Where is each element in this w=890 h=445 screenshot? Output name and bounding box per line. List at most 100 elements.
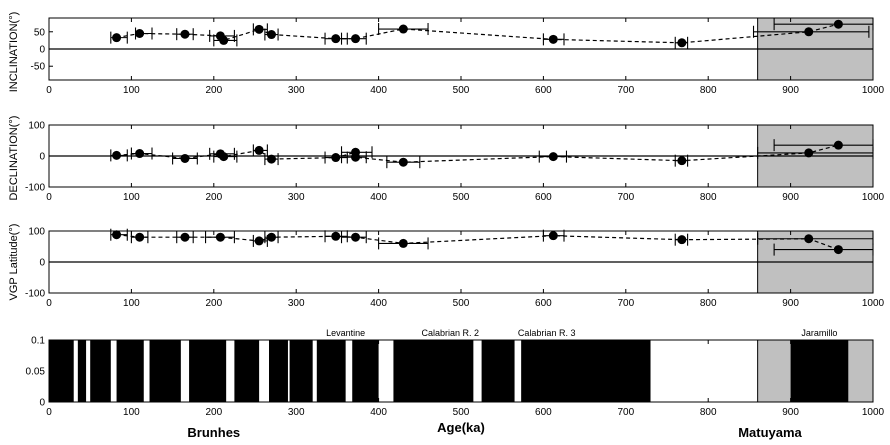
series-line (116, 23, 839, 44)
x-tick-label: 900 (782, 192, 799, 203)
y-tick-label: 0 (39, 258, 45, 269)
data-point (548, 231, 558, 241)
data-point (135, 29, 145, 38)
data-point (677, 156, 687, 166)
x-tick-label: 200 (205, 407, 222, 418)
polarity-bar (234, 340, 260, 402)
polarity-bar (790, 340, 849, 402)
data-point (804, 27, 814, 37)
y-tick-label: 50 (34, 27, 46, 38)
data-point (266, 30, 276, 40)
x-tick-label: 600 (535, 192, 552, 203)
y-tick-label: 0.05 (26, 367, 46, 378)
data-point (215, 232, 225, 242)
x-tick-label: 300 (288, 85, 305, 96)
data-point (548, 34, 558, 44)
x-tick-label: 800 (700, 298, 717, 309)
polarity-bar (189, 340, 227, 402)
panel-2: 100 200 300 400 500 600 700 800 900 10000-1000100… (8, 116, 885, 203)
segment-annotation: Calabrian R. 3 (518, 328, 576, 338)
polarity-bar (316, 340, 346, 402)
x-tick-label: 700 (617, 85, 634, 96)
data-point (254, 236, 264, 246)
data-point (266, 154, 276, 164)
data-point (833, 245, 843, 255)
data-point (135, 149, 145, 159)
polarity-bar (116, 340, 144, 402)
x-tick-label: 400 (370, 407, 387, 418)
data-point (254, 24, 264, 34)
x-tick-label: 0 (46, 407, 52, 418)
data-point (398, 238, 408, 248)
data-point (548, 152, 558, 162)
x-tick-label: 1000 (862, 85, 885, 96)
x-tick-label: 1000 (862, 192, 885, 203)
data-point (351, 232, 361, 242)
x-tick-label: 1000 (862, 298, 885, 309)
x-tick-label: 700 (617, 298, 634, 309)
data-point (331, 231, 341, 241)
x-tick-label: 500 (453, 407, 470, 418)
data-point (833, 140, 843, 150)
x-tick-label: 200 (205, 192, 222, 203)
polarity-bar (393, 340, 474, 402)
polarity-bar (352, 340, 379, 402)
data-point (254, 145, 264, 155)
data-point (804, 234, 814, 244)
x-tick-label: 300 (288, 407, 305, 418)
panel-3: 100 200 300 400 500 600 700 800 900 10000-1000100… (8, 224, 885, 309)
data-point (180, 153, 190, 163)
x-tick-label: 600 (535, 407, 552, 418)
data-point (398, 157, 408, 167)
x-tick-label: 600 (535, 85, 552, 96)
x-tick-label: 500 (453, 85, 470, 96)
data-point (219, 35, 229, 45)
y-tick-label: -100 (25, 183, 45, 194)
data-point (331, 153, 341, 163)
x-tick-label: 100 (123, 85, 140, 96)
x-tick-label: 300 (288, 298, 305, 309)
y-tick-label: 100 (28, 227, 45, 238)
y-tick-label: 0 (39, 45, 45, 56)
x-tick-label: 1000 (862, 407, 885, 418)
x-tick-label: 200 (205, 298, 222, 309)
x-tick-label: 800 (700, 192, 717, 203)
data-point (266, 232, 276, 242)
polarity-bar (90, 340, 111, 402)
x-tick-label: 800 (700, 407, 717, 418)
chron-label: Matuyama (738, 425, 802, 440)
data-point (804, 148, 814, 158)
polarity-bar (269, 340, 288, 402)
panel-4: 100 200 300 400 500 600 700 800 900 1000 00 0.05 0.1… (26, 328, 885, 440)
data-point (180, 29, 190, 39)
data-point (135, 232, 145, 242)
x-tick-label: 900 (782, 298, 799, 309)
segment-annotation: Jaramillo (801, 328, 837, 338)
x-tick-label: 100 (123, 192, 140, 203)
x-tick-label: 200 (205, 85, 222, 96)
x-tick-label: 700 (617, 407, 634, 418)
x-tick-label: 700 (617, 192, 634, 203)
data-point (180, 232, 190, 242)
polarity-bar (481, 340, 515, 402)
y-tick-label: -100 (25, 289, 45, 300)
y-tick-label: -50 (31, 62, 46, 73)
x-axis-label: Age(ka) (437, 420, 485, 435)
segment-annotation: Levantine (326, 328, 365, 338)
y-axis-label: DECLINATION(°) (8, 116, 20, 201)
polarity-bar (149, 340, 181, 402)
x-tick-label: 500 (453, 192, 470, 203)
panel-1: 100 200 300 400 500 600 700 800 900 1000 0 -50 0 50 IN… (8, 12, 885, 96)
x-tick-label: 800 (700, 85, 717, 96)
y-tick-label: 0 (39, 398, 45, 409)
data-point (351, 34, 361, 44)
x-tick-label: 0 (46, 298, 52, 309)
data-point (398, 24, 408, 34)
data-point (677, 235, 687, 245)
data-point (112, 230, 122, 240)
polarity-bar (49, 340, 74, 402)
data-point (331, 34, 341, 44)
x-tick-label: 600 (535, 298, 552, 309)
y-axis-label: VGP Latitude(°) (8, 224, 20, 301)
x-tick-label: 500 (453, 298, 470, 309)
